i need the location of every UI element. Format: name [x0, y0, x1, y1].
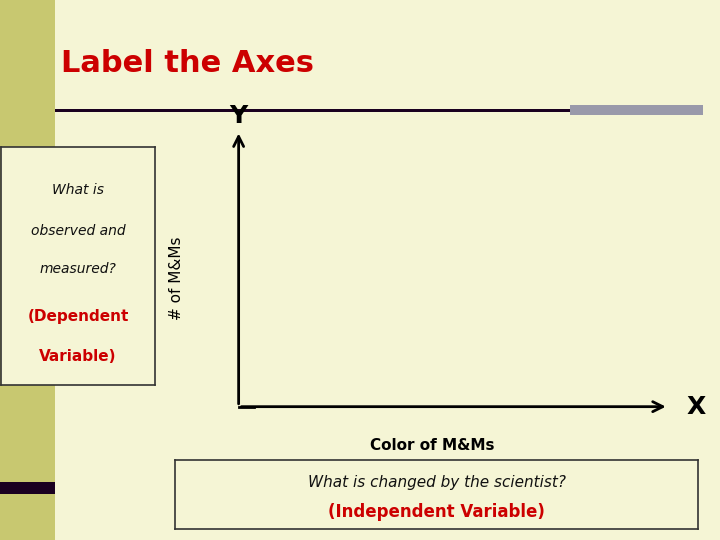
Text: (Dependent: (Dependent: [27, 309, 129, 323]
Text: measured?: measured?: [40, 261, 117, 275]
Text: Color of M&Ms: Color of M&Ms: [370, 438, 494, 453]
Text: X: X: [686, 395, 706, 418]
Text: Y: Y: [230, 104, 248, 128]
Text: Variable): Variable): [40, 349, 117, 364]
Text: (Independent Variable): (Independent Variable): [328, 503, 545, 521]
Text: What is: What is: [52, 183, 104, 197]
Text: What is changed by the scientist?: What is changed by the scientist?: [307, 475, 566, 490]
Text: # of M&Ms: # of M&Ms: [169, 237, 184, 320]
Text: observed and: observed and: [31, 224, 125, 238]
Text: Label the Axes: Label the Axes: [61, 49, 314, 78]
